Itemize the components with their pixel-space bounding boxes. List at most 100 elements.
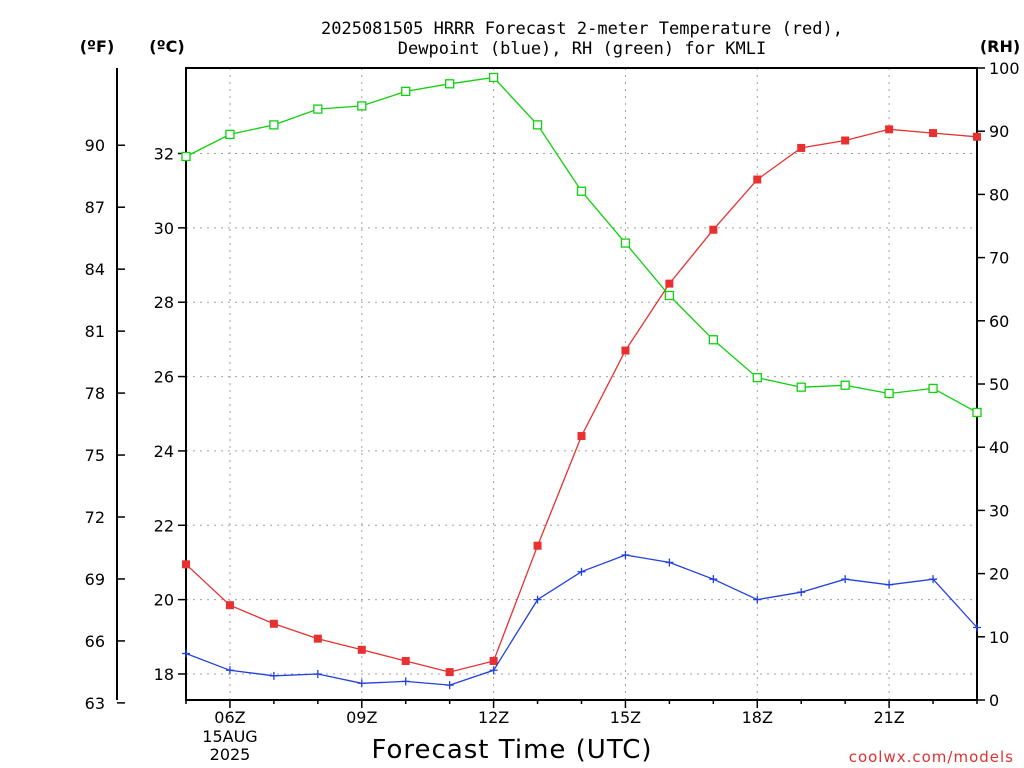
rh-tick-label: 80 (989, 185, 1009, 204)
celsius-tick-label: 30 (154, 219, 174, 238)
rh-tick-label: 20 (989, 565, 1009, 584)
fahrenheit-tick-label: 63 (85, 694, 105, 713)
celsius-tick-label: 22 (154, 516, 174, 535)
x-tick-label: 15Z (610, 708, 641, 727)
data-point-marker (973, 623, 981, 632)
data-point-marker (182, 560, 190, 569)
data-point-marker (577, 432, 586, 441)
data-point-marker (929, 575, 938, 584)
fahrenheit-tick-label: 87 (85, 198, 105, 217)
celsius-tick-label: 24 (154, 442, 174, 461)
data-point-marker (532, 120, 543, 130)
x-axis-label: Forecast Time (UTC) (371, 735, 652, 765)
data-point-marker (620, 238, 631, 248)
rh-unit-label: (RH) (980, 37, 1020, 56)
celsius-tick-label: 20 (154, 591, 174, 610)
data-point-marker (752, 373, 762, 383)
data-point-marker (928, 383, 938, 394)
data-point-marker (709, 225, 718, 234)
fahrenheit-tick-label: 66 (85, 632, 105, 651)
rh-tick-label: 50 (989, 375, 1009, 394)
chart-title-line-2: Dewpoint (blue), RH (green) for KMLI (398, 39, 766, 59)
x-date-day-label: 15AUG (202, 727, 257, 746)
x-tick-label: 09Z (346, 708, 377, 727)
data-point-marker (973, 132, 981, 141)
data-point-marker (401, 86, 411, 97)
chart-title-line-1: 2025081505 HRRR Forecast 2-meter Tempera… (321, 19, 843, 39)
celsius-tick-label: 26 (154, 368, 174, 387)
x-date-year-label: 2025 (210, 745, 251, 764)
rh-tick-label: 40 (989, 438, 1009, 457)
fahrenheit-tick-label: 90 (85, 136, 105, 155)
series-layer (181, 72, 982, 690)
data-point-marker (841, 575, 850, 584)
fahrenheit-unit-label: (ºF) (80, 37, 115, 56)
data-point-marker (357, 645, 366, 654)
data-point-marker (885, 580, 894, 589)
data-point-marker (665, 279, 674, 288)
data-point-marker (225, 601, 234, 610)
data-point-marker (797, 588, 806, 597)
data-point-marker (840, 380, 850, 390)
celsius-tick-label: 18 (154, 665, 174, 684)
series-0 (182, 125, 981, 677)
grid-layer (186, 68, 977, 700)
data-point-marker (488, 72, 499, 83)
series-1 (182, 551, 981, 690)
data-point-marker (357, 679, 366, 688)
data-point-marker (708, 335, 718, 345)
data-point-marker (445, 79, 455, 89)
data-point-marker (182, 649, 190, 658)
fahrenheit-tick-label: 75 (85, 446, 105, 465)
rh-tick-label: 30 (989, 501, 1009, 520)
data-point-marker (269, 671, 278, 680)
data-point-marker (796, 382, 806, 392)
data-point-marker (225, 666, 234, 675)
data-point-marker (841, 136, 850, 145)
data-point-marker (181, 151, 191, 162)
data-point-marker (885, 125, 894, 134)
rh-tick-label: 0 (989, 691, 999, 710)
rh-tick-label: 10 (989, 628, 1009, 647)
series-2 (181, 72, 982, 418)
data-point-marker (445, 668, 454, 677)
data-point-marker (313, 634, 322, 643)
fahrenheit-tick-label: 69 (85, 570, 105, 589)
credit-label: coolwx.com/models (849, 748, 1014, 766)
fahrenheit-tick-label: 81 (85, 322, 105, 341)
data-point-marker (489, 656, 498, 665)
celsius-unit-label: (ºC) (149, 37, 184, 56)
data-point-marker (269, 120, 279, 130)
fahrenheit-tick-label: 78 (85, 384, 105, 403)
data-point-marker (972, 407, 982, 418)
celsius-tick-label: 32 (154, 145, 174, 164)
fahrenheit-tick-label: 84 (85, 260, 105, 279)
data-point-marker (929, 129, 938, 138)
data-point-marker (269, 619, 278, 628)
data-point-marker (576, 186, 587, 196)
rh-tick-label: 100 (989, 59, 1020, 78)
x-tick-label: 06Z (214, 708, 245, 727)
data-point-marker (577, 567, 586, 576)
series-line (185, 76, 978, 413)
rh-tick-label: 90 (989, 122, 1009, 141)
x-tick-label: 12Z (478, 708, 509, 727)
data-point-marker (357, 101, 367, 111)
x-tick-label: 21Z (873, 708, 904, 727)
data-point-marker (313, 104, 323, 114)
axes-layer: 18 20 22 24 26 28 30 32 63 66 69 72 75 78 81 84 87 90 0 10 2… (85, 59, 1020, 727)
data-point-marker (709, 575, 718, 584)
data-point-marker (489, 666, 498, 675)
data-point-marker (533, 595, 542, 604)
data-point-marker (665, 558, 674, 567)
data-point-marker (533, 541, 542, 550)
fahrenheit-tick-label: 72 (85, 508, 105, 527)
data-point-marker (753, 175, 762, 184)
data-point-marker (225, 129, 235, 140)
data-point-marker (313, 669, 322, 678)
data-point-marker (445, 681, 454, 690)
x-tick-label: 18Z (742, 708, 773, 727)
celsius-tick-label: 28 (154, 293, 174, 312)
data-point-marker (753, 595, 762, 604)
